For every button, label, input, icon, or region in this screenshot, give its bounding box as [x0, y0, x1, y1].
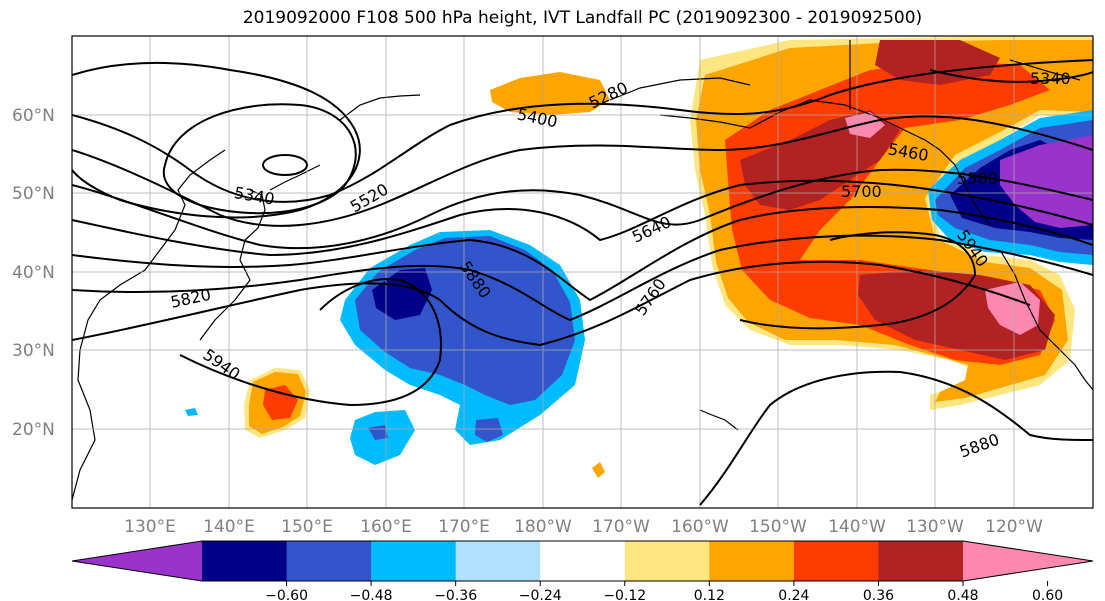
- colorbar-segment: [371, 541, 457, 581]
- colorbar: −0.60 −0.48 −0.36 −0.24 −0.12 0.12 0.24 0.36 0.4…: [71, 540, 1094, 601]
- colorbar-segment: [793, 541, 879, 581]
- colorbar-extension-low: [72, 541, 202, 581]
- ivt-negative-shading: [185, 110, 1093, 465]
- lon-label: 180°W: [514, 517, 572, 537]
- longitude-labels: 130°E 140°E 150°E 160°E 170°E 180°W 170°…: [124, 517, 1043, 537]
- colorbar-segment: [286, 541, 372, 581]
- lon-label: 130°E: [124, 517, 176, 537]
- latitude-labels: 60°N 50°N 40°N 30°N 20°N: [12, 106, 55, 440]
- colorbar-segment: [540, 541, 626, 581]
- lon-label: 160°E: [360, 517, 412, 537]
- colorbar-tick-label: 0.48: [947, 588, 978, 601]
- lon-label: 150°E: [281, 517, 333, 537]
- lon-label: 140°E: [203, 517, 255, 537]
- lon-label: 130°W: [906, 517, 964, 537]
- colorbar-tick-label: −0.36: [434, 588, 477, 601]
- colorbar-segment: [709, 541, 795, 581]
- contour-label: 5700: [841, 182, 882, 201]
- colorbar-tick-label: 0.60: [1032, 588, 1063, 601]
- colorbar-tick-label: 0.36: [863, 588, 894, 601]
- colorbar-segment: [455, 541, 541, 581]
- colorbar-tick-label: 0.12: [694, 588, 725, 601]
- colorbar-tick-label: −0.48: [350, 588, 393, 601]
- lat-label: 20°N: [12, 420, 55, 440]
- map-border: [71, 35, 1094, 509]
- colorbar-tick-label: 0.24: [778, 588, 809, 601]
- height-contours: [72, 59, 1093, 506]
- lon-label: 170°W: [592, 517, 650, 537]
- map-title: 2019092000 F108 500 hPa height, IVT Land…: [242, 8, 923, 28]
- colorbar-segment: [624, 541, 710, 581]
- colorbar-tick-label: −0.24: [519, 588, 562, 601]
- graticule: [72, 36, 1093, 508]
- lat-label: 40°N: [12, 263, 55, 283]
- lon-label: 120°W: [985, 517, 1043, 537]
- contour-label: 5580: [957, 169, 998, 188]
- colorbar-extension-high: [963, 541, 1093, 581]
- lon-label: 160°W: [671, 517, 729, 537]
- lat-label: 50°N: [12, 184, 55, 204]
- colorbar-segment: [878, 541, 964, 581]
- colorbar-tick-label: −0.60: [265, 588, 308, 601]
- colorbar-segment: [202, 541, 288, 581]
- colorbar-outline: [71, 540, 1094, 582]
- lon-label: 170°E: [438, 517, 490, 537]
- lon-label: 150°W: [749, 517, 807, 537]
- contour-label: 5340: [1030, 69, 1071, 88]
- lat-label: 30°N: [12, 341, 55, 361]
- colorbar-tick-label: −0.12: [603, 588, 646, 601]
- lon-label: 140°W: [828, 517, 886, 537]
- lat-label: 60°N: [12, 106, 55, 126]
